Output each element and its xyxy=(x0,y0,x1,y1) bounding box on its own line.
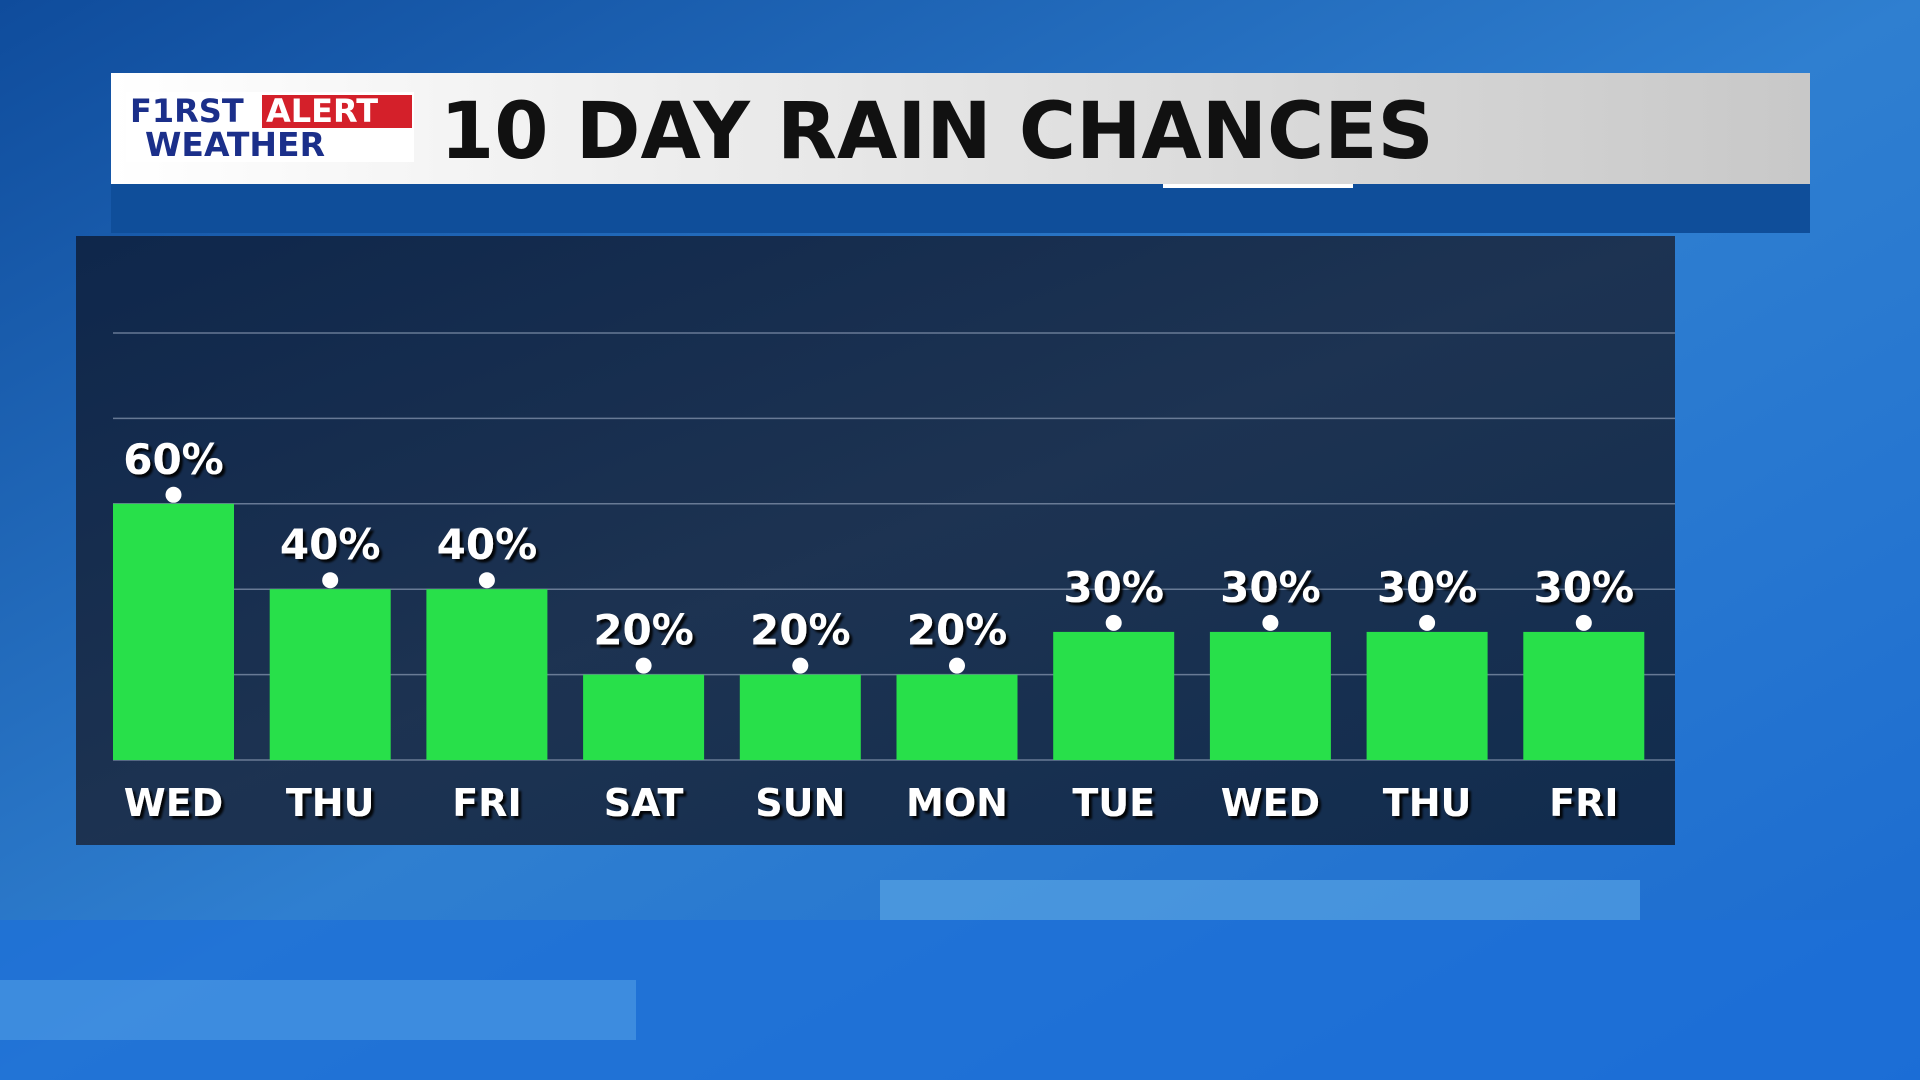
value-label: 20% xyxy=(907,606,1008,655)
value-label: 30% xyxy=(1534,563,1635,612)
value-label: 40% xyxy=(437,520,538,569)
x-tick-label: FRI xyxy=(452,781,521,825)
background-band xyxy=(0,980,636,1040)
background-band xyxy=(880,880,1640,920)
value-dot xyxy=(635,657,652,674)
bar xyxy=(113,503,234,760)
value-dot xyxy=(949,657,965,674)
value-dot xyxy=(478,572,495,589)
value-label: 20% xyxy=(750,606,851,655)
value-label: 20% xyxy=(593,606,694,655)
bar xyxy=(583,674,705,760)
logo-text: ALERT xyxy=(266,92,378,130)
x-tick-label: SUN xyxy=(755,781,845,825)
value-dot xyxy=(1105,614,1122,631)
value-dot xyxy=(792,657,809,674)
bar xyxy=(269,589,391,760)
logo-text: F1RST xyxy=(130,92,244,130)
bar xyxy=(896,674,1018,760)
header-accent xyxy=(1163,184,1353,188)
value-dot xyxy=(1262,614,1279,631)
bar xyxy=(1053,631,1175,760)
x-tick-label: FRI xyxy=(1549,781,1618,825)
x-tick-label: MON xyxy=(906,781,1008,825)
value-dot xyxy=(165,486,182,503)
bar xyxy=(1209,631,1331,760)
x-tick-label: THU xyxy=(286,781,375,825)
x-tick-label: WED xyxy=(124,781,223,825)
value-label: 30% xyxy=(1063,563,1164,612)
x-tick-label: WED xyxy=(1221,781,1320,825)
value-label: 40% xyxy=(280,520,381,569)
bar xyxy=(1366,631,1488,760)
logo-red-box xyxy=(262,95,412,128)
bar xyxy=(1523,631,1645,760)
x-tick-label: THU xyxy=(1383,781,1472,825)
value-dot xyxy=(1575,614,1592,631)
value-dot xyxy=(1419,614,1436,631)
value-label: 60% xyxy=(123,435,224,484)
x-tick-label: SAT xyxy=(604,781,684,825)
value-dot xyxy=(322,572,339,589)
value-label: 30% xyxy=(1377,563,1478,612)
header-strip xyxy=(111,184,1810,233)
bar xyxy=(426,589,548,760)
x-tick-label: TUE xyxy=(1072,781,1155,825)
bar xyxy=(739,674,861,760)
chart-title: 10 DAY RAIN CHANCES xyxy=(440,87,1434,177)
logo-text: WEATHER xyxy=(145,125,325,164)
value-label: 30% xyxy=(1220,563,1321,612)
